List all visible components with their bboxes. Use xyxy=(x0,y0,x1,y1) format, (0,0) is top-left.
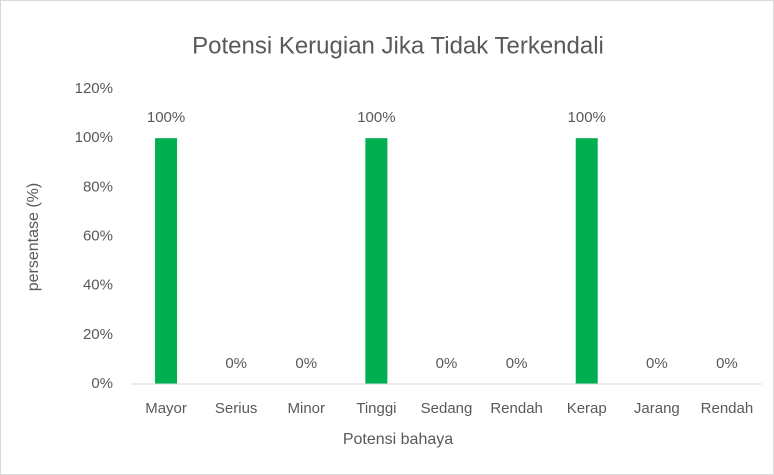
y-tick-label: 80% xyxy=(83,178,113,195)
x-tick-label: Jarang xyxy=(634,400,680,417)
y-tick-label: 60% xyxy=(83,227,113,244)
y-axis-title: persentase (%) xyxy=(25,183,42,292)
y-tick-label: 0% xyxy=(91,375,113,392)
bar xyxy=(155,138,178,384)
value-label: 0% xyxy=(506,355,528,372)
value-label: 0% xyxy=(646,355,668,372)
y-tick-label: 40% xyxy=(83,277,113,294)
x-tick-label: Serius xyxy=(215,400,258,417)
x-tick-label: Rendah xyxy=(701,400,754,417)
x-tick-label: Tinggi xyxy=(356,400,396,417)
value-label: 100% xyxy=(357,109,395,126)
bar xyxy=(575,138,598,384)
value-label: 100% xyxy=(147,109,185,126)
x-tick-label: Rendah xyxy=(490,400,543,417)
chart-title: Potensi Kerugian Jika Tidak Terkendali xyxy=(192,32,604,59)
value-label: 0% xyxy=(436,355,458,372)
value-label: 100% xyxy=(568,109,606,126)
value-label: 0% xyxy=(716,355,738,372)
x-tick-label: Mayor xyxy=(145,400,187,417)
bar xyxy=(365,138,388,384)
y-tick-label: 100% xyxy=(75,129,113,146)
y-tick-label: 20% xyxy=(83,326,113,343)
x-tick-label: Sedang xyxy=(421,400,473,417)
x-tick-label: Minor xyxy=(288,400,326,417)
x-axis-title: Potensi bahaya xyxy=(343,431,453,448)
value-label: 0% xyxy=(295,355,317,372)
value-label: 0% xyxy=(225,355,247,372)
x-tick-label: Kerap xyxy=(567,400,607,417)
y-tick-label: 120% xyxy=(75,80,113,97)
